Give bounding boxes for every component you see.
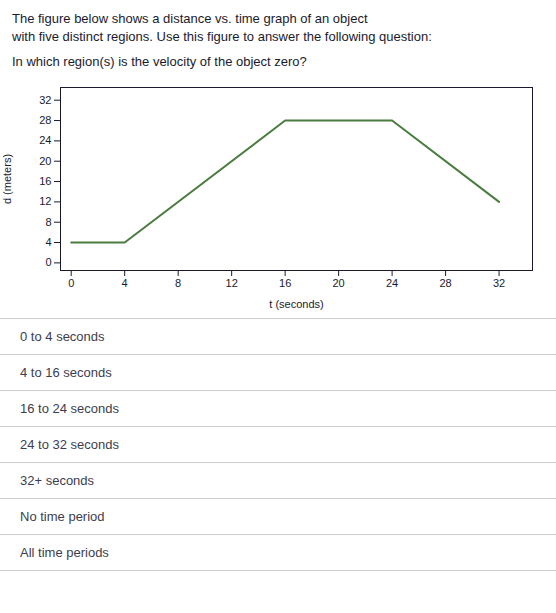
svg-text:t (seconds): t (seconds)	[269, 297, 323, 309]
html-text:The figure below shows a dista: The figure below shows a distance vs. ti…	[12, 11, 432, 44]
svg-text:32: 32	[493, 277, 505, 289]
html-text:In which region(s) is the velo: In which region(s) is the velocity of th…	[12, 54, 307, 70]
svg-text:8: 8	[45, 215, 51, 227]
svg-text:8: 8	[175, 277, 181, 289]
html-text:0 to 4 seconds: 0 to 4 seconds	[20, 328, 105, 344]
svg-text:4: 4	[45, 236, 51, 248]
svg-text:4: 4	[122, 277, 128, 289]
svg-text:20: 20	[39, 154, 51, 166]
svg-text:16: 16	[39, 175, 51, 187]
svg-text:20: 20	[332, 277, 344, 289]
svg-text:0: 0	[68, 277, 74, 289]
svg-text:12: 12	[226, 277, 238, 289]
svg-text:0: 0	[45, 256, 51, 268]
svg-text:16: 16	[279, 277, 291, 289]
html-text:4 to 16 seconds: 4 to 16 seconds	[20, 364, 112, 380]
html-text:24 to 32 seconds: 24 to 32 seconds	[20, 436, 119, 452]
html-text:No time period: No time period	[20, 508, 105, 524]
html-text:16 to 24 seconds: 16 to 24 seconds	[20, 400, 119, 416]
svg-text:12: 12	[39, 195, 51, 207]
svg-text:28: 28	[439, 277, 451, 289]
svg-text:d (meters): d (meters)	[1, 154, 13, 204]
svg-text:24: 24	[386, 277, 398, 289]
html-text:All time periods: All time periods	[20, 544, 109, 560]
html-text:32+ seconds: 32+ seconds	[20, 472, 95, 488]
svg-text:28: 28	[39, 114, 51, 126]
svg-text:24: 24	[39, 134, 51, 146]
svg-text:32: 32	[39, 93, 51, 105]
